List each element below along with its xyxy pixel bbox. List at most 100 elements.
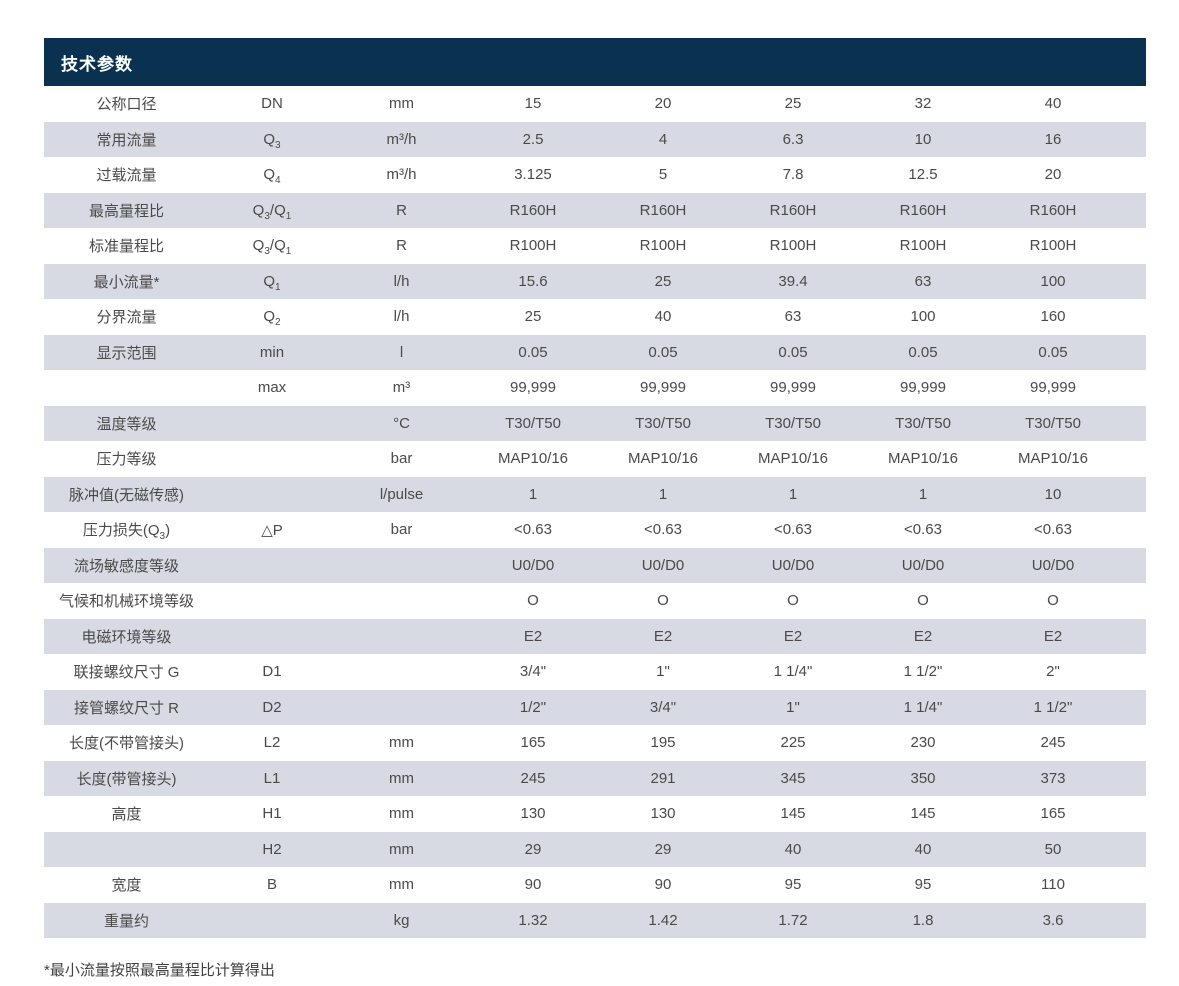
param-value: R160H xyxy=(1029,201,1077,219)
table-row: 电磁环境等级 E2 E2 E2 E2 E2 xyxy=(44,618,1146,655)
param-value: U0/D0 xyxy=(641,556,685,574)
param-value: 245 xyxy=(1040,734,1066,752)
param-value: 1 1/4" xyxy=(773,663,813,681)
param-symbol: L1 xyxy=(263,769,281,787)
param-value: <0.63 xyxy=(904,521,942,539)
table-title-bar: 技术参数 xyxy=(44,38,1146,86)
row-pad xyxy=(1118,903,1146,939)
param-value: 100 xyxy=(1040,272,1066,290)
table-row: 重量约 kg 1.32 1.42 1.72 1.8 3.6 xyxy=(44,902,1146,939)
row-pad xyxy=(1118,86,1146,122)
param-value: 99,999 xyxy=(510,379,556,397)
param-value: 165 xyxy=(1040,805,1066,823)
param-unit: R xyxy=(396,237,407,255)
table-row: 联接螺纹尺寸 G D1 3/4" 1" 1 1/4" 1 1/2" 2" xyxy=(44,654,1146,690)
param-value: 2" xyxy=(1046,663,1060,681)
param-label: 最高量程比 xyxy=(88,202,164,220)
table-row: 接管螺纹尺寸 R D2 1/2" 3/4" 1" 1 1/4" 1 1/2" xyxy=(44,689,1146,726)
param-symbol xyxy=(209,583,335,619)
param-value: 0.05 xyxy=(1038,343,1068,361)
row-pad xyxy=(1118,512,1146,548)
param-label: 分界流量 xyxy=(96,309,157,327)
param-value: 40 xyxy=(914,840,932,858)
param-unit: kg xyxy=(393,911,410,929)
param-value: 225 xyxy=(780,734,806,752)
param-value: <0.63 xyxy=(644,521,682,539)
row-pad xyxy=(1118,690,1146,726)
param-value: 100 xyxy=(910,308,936,326)
param-unit: mm xyxy=(389,805,414,823)
param-symbol xyxy=(209,477,335,513)
param-value: 110 xyxy=(1041,876,1065,894)
param-value: 7.8 xyxy=(782,166,804,184)
param-symbol: min xyxy=(259,343,285,361)
table-row: 压力损失(Q3) △P bar <0.63 <0.63 <0.63 <0.63 <0.63 xyxy=(44,512,1146,548)
param-value: 345 xyxy=(780,769,806,787)
param-value: 3.6 xyxy=(1042,911,1064,929)
param-value: 29 xyxy=(524,840,542,858)
param-value: 16 xyxy=(1044,130,1062,148)
param-label: 公称口径 xyxy=(96,96,157,114)
param-unit xyxy=(335,619,468,655)
table-row: 最小流量* Q1 l/h 15.6 25 39.4 63 100 xyxy=(44,263,1146,299)
row-pad xyxy=(1118,441,1146,477)
param-value: 15 xyxy=(524,95,542,113)
param-value: 0.05 xyxy=(648,343,678,361)
param-label: 重量约 xyxy=(103,912,149,930)
param-unit xyxy=(335,548,468,584)
row-pad xyxy=(1118,761,1146,797)
param-unit: mm xyxy=(389,95,414,113)
param-value: 1 1/4" xyxy=(903,698,943,716)
param-value: 1 xyxy=(918,485,928,503)
param-unit: l/h xyxy=(393,308,410,326)
row-pad xyxy=(1118,228,1146,264)
param-symbol: Q1 xyxy=(263,272,281,293)
param-value: T30/T50 xyxy=(635,414,691,432)
param-value: 1.32 xyxy=(518,911,548,929)
param-label: 过载流量 xyxy=(96,167,157,185)
param-label: 温度等级 xyxy=(96,415,157,433)
param-label: 长度(不带管接头) xyxy=(69,735,184,753)
param-value: R160H xyxy=(899,201,947,219)
param-value: 145 xyxy=(910,805,936,823)
param-value: R100H xyxy=(509,237,557,255)
row-pad xyxy=(1118,548,1146,584)
param-symbol: DN xyxy=(261,95,283,113)
param-label: 电磁环境等级 xyxy=(81,628,172,646)
param-value: E2 xyxy=(913,627,933,645)
param-symbol: D2 xyxy=(262,698,282,716)
param-value: <0.63 xyxy=(774,521,812,539)
param-value: 1 1/2" xyxy=(903,663,943,681)
param-unit: R xyxy=(396,201,407,219)
table-row: 标准量程比 Q3/Q1 R R100H R100H R100H R100H R100H xyxy=(44,228,1146,264)
param-value: 350 xyxy=(910,769,936,787)
param-value: 4 xyxy=(658,130,668,148)
param-value: O xyxy=(1047,592,1059,610)
table-row: 长度(带管接头) L1 mm 245 291 345 350 373 xyxy=(44,760,1146,797)
param-value: E2 xyxy=(653,627,673,645)
param-symbol: Q4 xyxy=(263,166,281,187)
row-pad xyxy=(1118,299,1146,335)
param-value: R100H xyxy=(639,237,687,255)
row-pad xyxy=(1118,725,1146,761)
param-value: 12.5 xyxy=(908,166,938,184)
param-value: 99,999 xyxy=(900,379,946,397)
table-row: 长度(不带管接头) L2 mm 165 195 225 230 245 xyxy=(44,725,1146,761)
param-value: 40 xyxy=(654,308,672,326)
param-value: 32 xyxy=(914,95,932,113)
param-value: 29 xyxy=(654,840,672,858)
param-value: 1 xyxy=(788,485,798,503)
param-value: T30/T50 xyxy=(505,414,561,432)
param-value: 15.6 xyxy=(518,272,548,290)
param-value: R100H xyxy=(1029,237,1077,255)
param-value: R100H xyxy=(769,237,817,255)
row-pad xyxy=(1118,583,1146,619)
param-value: MAP10/16 xyxy=(757,450,829,468)
param-label: 高度 xyxy=(111,806,142,824)
param-unit: bar xyxy=(390,521,413,539)
row-pad xyxy=(1118,867,1146,903)
param-value: 0.05 xyxy=(908,343,938,361)
param-symbol: max xyxy=(257,379,287,397)
param-label: 接管螺纹尺寸 R xyxy=(73,699,179,717)
